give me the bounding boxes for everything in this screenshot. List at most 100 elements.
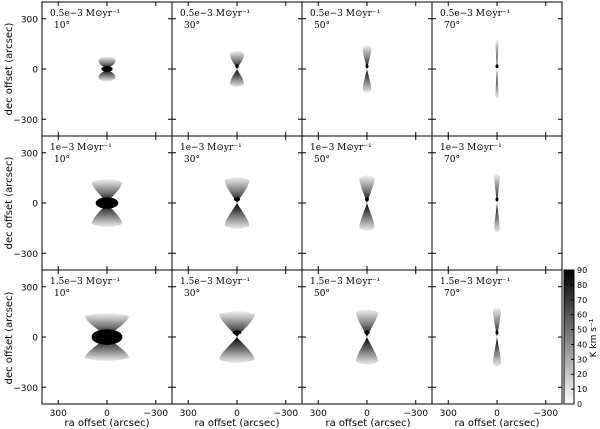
upper-lobe [91, 178, 123, 203]
panel-grid: 0.5e−3 M⊙yr⁻¹ 10° 300 0 −300 0.5e−3 M⊙yr⁻¹ 30°… [13, 1, 563, 419]
angle-annotation: 50° [314, 21, 330, 31]
core-disk [95, 197, 119, 209]
y-tick-label: 0 [32, 334, 38, 344]
panel-r3-c1: 1.5e−3 M⊙yr⁻¹ 10° 300 0 −300 300 0 −300 [13, 269, 173, 419]
y-tick-label: 300 [21, 149, 38, 159]
colorbar-tick-label: 70 [577, 296, 587, 305]
y-tick-label: −300 [13, 384, 38, 394]
rate-annotation: 1.5e−3 M⊙yr⁻¹ [440, 277, 510, 287]
lower-lobe [91, 203, 123, 228]
x-tick-label: 300 [310, 409, 327, 419]
x-tick-label: −300 [403, 409, 428, 419]
lower-lobe [230, 69, 244, 88]
rate-annotation: 1e−3 M⊙yr⁻¹ [310, 143, 372, 153]
lower-lobe [495, 69, 499, 99]
core-waist [495, 197, 499, 202]
panel-r2-c3: 1e−3 M⊙yr⁻¹ 50° [301, 135, 433, 271]
lower-lobe [85, 337, 129, 362]
angle-annotation: 70° [444, 21, 460, 31]
x-axis-label-col-4: ra offset (arcsec) [454, 418, 539, 429]
panel-r1-c2: 0.5e−3 M⊙yr⁻¹ 30° [171, 1, 303, 137]
upper-lobe [98, 56, 116, 69]
upper-lobe [494, 173, 500, 203]
angle-annotation: 50° [314, 289, 330, 299]
core-waist [232, 330, 242, 335]
rate-annotation: 0.5e−3 M⊙yr⁻¹ [50, 9, 120, 19]
core-waist [365, 64, 369, 69]
lower-lobe [355, 337, 379, 365]
rate-annotation: 1e−3 M⊙yr⁻¹ [440, 143, 502, 153]
upper-lobe [219, 311, 255, 337]
colorbar-tick-label: 90 [577, 266, 587, 275]
core-waist [495, 330, 499, 335]
x-tick-label: 300 [50, 409, 67, 419]
colorbar-tick-label: 40 [577, 340, 587, 349]
panel-r3-c3: 1.5e−3 M⊙yr⁻¹ 50° 300 0 −300 [301, 269, 433, 419]
colorbar-tick-label: 20 [577, 370, 587, 379]
panel-r1-c1: 0.5e−3 M⊙yr⁻¹ 10° 300 0 −300 [13, 1, 173, 137]
colorbar-label: K km s⁻¹ [589, 318, 599, 357]
y-tick-label: −300 [13, 116, 38, 126]
x-tick-label: 300 [440, 409, 457, 419]
y-axis-label-row-2: dec offset (arcsec) [4, 156, 15, 249]
rate-annotation: 1e−3 M⊙yr⁻¹ [180, 143, 242, 153]
angle-annotation: 50° [314, 155, 330, 165]
colorbar-tick-label: 60 [577, 311, 587, 320]
rate-annotation: 1e−3 M⊙yr⁻¹ [50, 143, 112, 153]
rate-annotation: 0.5e−3 M⊙yr⁻¹ [440, 9, 510, 19]
lower-lobe [359, 203, 375, 231]
upper-lobe [85, 312, 129, 337]
upper-lobe [359, 175, 375, 203]
core-disk [101, 66, 113, 72]
y-tick-label: 0 [32, 66, 38, 76]
panel-r1-c3: 0.5e−3 M⊙yr⁻¹ 50° [301, 1, 433, 137]
axis-labels: dec offset (arcsec) dec offset (arcsec) … [4, 22, 540, 429]
lower-lobe [492, 337, 502, 367]
core-waist [233, 197, 241, 202]
panel-r2-c1: 1e−3 M⊙yr⁻¹ 10° 300 0 −300 [13, 135, 173, 271]
lower-lobe [494, 203, 500, 233]
x-axis-label-col-3: ra offset (arcsec) [325, 418, 410, 429]
y-axis-label-row-3: dec offset (arcsec) [4, 291, 15, 384]
lower-lobe [362, 69, 372, 93]
core-disk [91, 329, 123, 345]
x-tick-label: 300 [180, 409, 197, 419]
panel-r3-c2: 1.5e−3 M⊙yr⁻¹ 30° 300 0 −300 [171, 269, 303, 419]
x-tick-label: −300 [533, 409, 558, 419]
rate-annotation: 1.5e−3 M⊙yr⁻¹ [310, 277, 380, 287]
rate-annotation: 0.5e−3 M⊙yr⁻¹ [310, 9, 380, 19]
y-axis-label-row-1: dec offset (arcsec) [4, 22, 15, 115]
colorbar-tick-label: 0 [577, 400, 582, 409]
core-waist [364, 330, 370, 335]
rate-annotation: 1.5e−3 M⊙yr⁻¹ [180, 277, 250, 287]
colorbar-tick-label: 80 [577, 281, 587, 290]
core-waist [365, 197, 369, 202]
upper-lobe [362, 45, 372, 69]
angle-annotation: 10° [54, 21, 70, 31]
x-axis-label-col-1: ra offset (arcsec) [64, 418, 149, 429]
angle-annotation: 30° [184, 155, 200, 165]
x-tick-label: −300 [273, 409, 298, 419]
panel-r1-c4: 0.5e−3 M⊙yr⁻¹ 70° [431, 1, 563, 137]
upper-lobe [224, 177, 250, 203]
y-tick-label: 300 [21, 15, 38, 25]
lower-lobe [219, 337, 255, 363]
panel-r3-c4: 1.5e−3 M⊙yr⁻¹ 70° 300 0 −300 [431, 269, 563, 419]
rate-annotation: 0.5e−3 M⊙yr⁻¹ [180, 9, 250, 19]
upper-lobe [230, 50, 244, 69]
angle-annotation: 10° [54, 289, 70, 299]
colorbar-tick-label: 50 [577, 326, 587, 335]
x-tick-label: 0 [104, 409, 110, 419]
x-tick-label: 0 [234, 409, 240, 419]
x-tick-label: 0 [364, 409, 370, 419]
panel-r2-c4: 1e−3 M⊙yr⁻¹ 70° [431, 135, 563, 271]
panel-r2-c2: 1e−3 M⊙yr⁻¹ 30° [171, 135, 303, 271]
colorbar: 0 10 20 30 40 50 60 70 80 90 [563, 266, 587, 409]
upper-lobe [355, 309, 379, 337]
core-waist [495, 64, 499, 69]
upper-lobe [495, 39, 499, 69]
y-tick-label: 300 [21, 283, 38, 293]
x-tick-label: 0 [494, 409, 500, 419]
colorbar-tick-label: 30 [577, 355, 587, 364]
